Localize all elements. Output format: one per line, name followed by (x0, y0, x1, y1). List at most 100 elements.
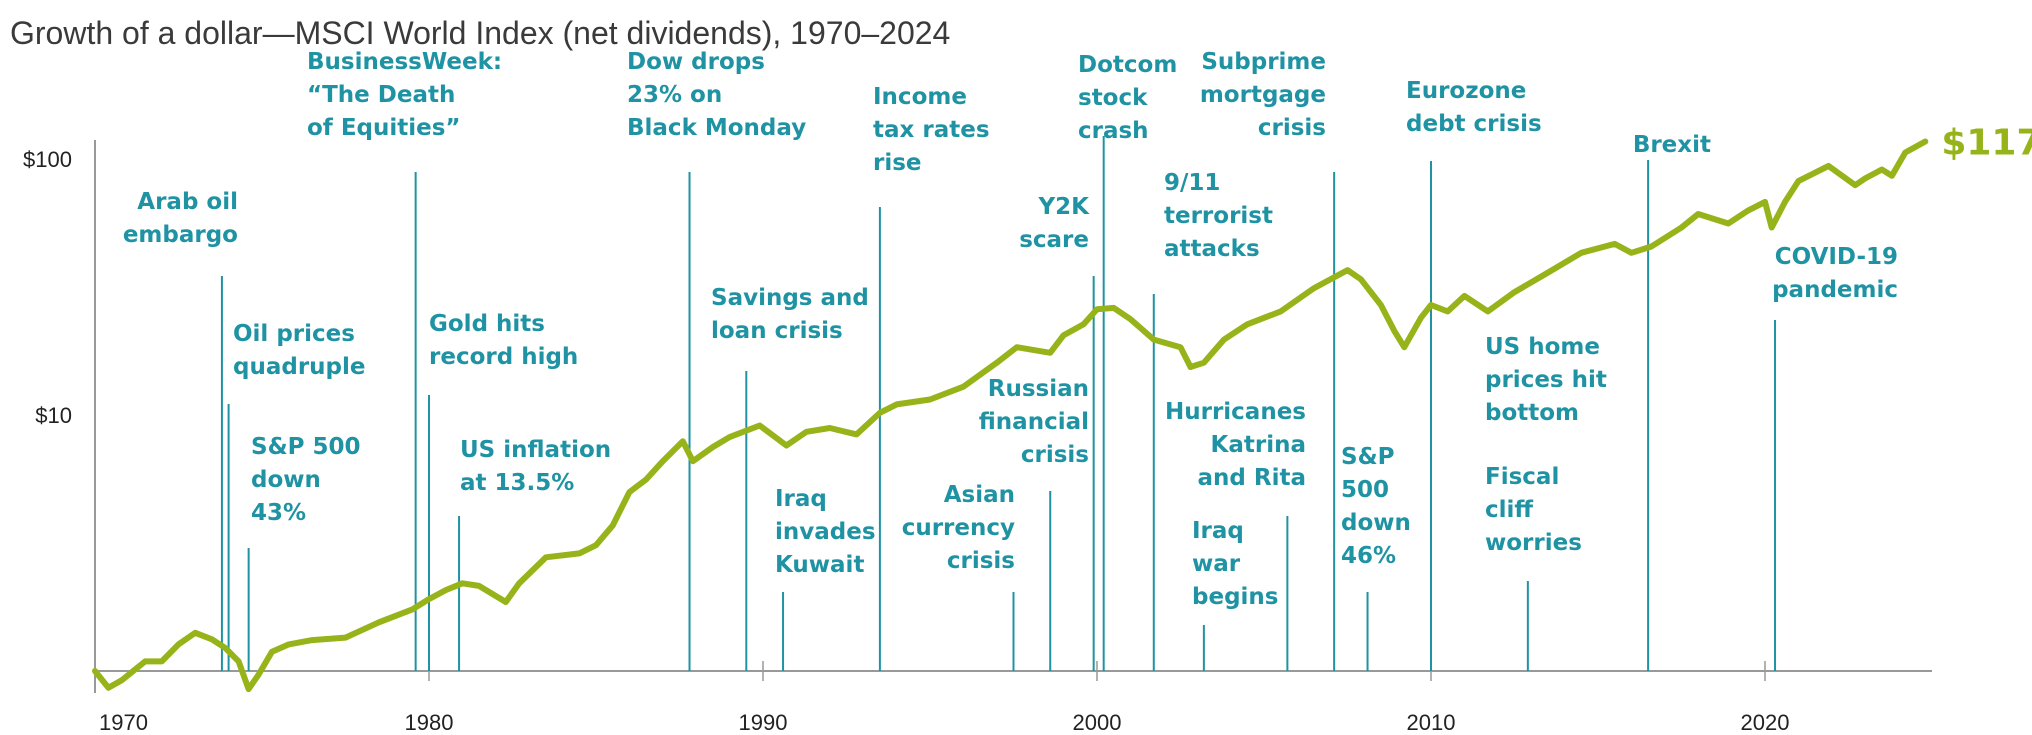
event-label-line: worries (1485, 530, 1582, 556)
y-tick-label: $100 (23, 147, 72, 172)
event-label: Iraq invades Kuwait (775, 486, 876, 578)
event-label: Brexit (1633, 132, 1711, 158)
event-label-line: war (1192, 551, 1241, 577)
event-label-line: loan crisis (711, 318, 843, 344)
event-label-line: debt crisis (1406, 111, 1542, 137)
x-tick-label: 2010 (1407, 710, 1456, 735)
event-label: Savings and loan crisis (711, 285, 869, 344)
event-label-line: crisis (947, 548, 1015, 574)
event-label-line: Savings and (711, 285, 869, 311)
event-label-line: “The Death (307, 82, 455, 108)
event-label-line: quadruple (233, 354, 366, 380)
event-label: US inflation at 13.5% (460, 437, 611, 496)
event-label-line: Asian (944, 482, 1015, 508)
end-value-label: $117 (1941, 123, 2032, 164)
x-tick-label: 1990 (739, 710, 788, 735)
event-label-line: record high (429, 344, 578, 370)
event-label-line: Iraq (775, 486, 827, 512)
event-label-line: tax rates (873, 117, 990, 143)
event-label-line: BusinessWeek: (307, 49, 502, 75)
event-label-line: rise (873, 150, 922, 176)
event-label-line: Fiscal (1485, 464, 1559, 490)
event-label: Dotcom stock crash (1078, 52, 1177, 144)
event-label: Russian financial crisis (979, 376, 1089, 468)
event-label-line: bottom (1485, 400, 1579, 426)
event-label-line: Dotcom (1078, 52, 1177, 78)
event-label-line: Brexit (1633, 132, 1711, 158)
event-label: Income tax rates rise (873, 84, 990, 176)
event-label: Fiscal cliff worries (1485, 464, 1582, 556)
event-label-line: Kuwait (775, 552, 864, 578)
event-label-line: 9/11 (1164, 170, 1220, 196)
event-label-line: attacks (1164, 236, 1260, 262)
event-label-line: Income (873, 84, 967, 110)
event-label-line: down (251, 467, 321, 493)
event-label-line: crisis (1021, 442, 1089, 468)
event-label: US home prices hit bottom (1485, 334, 1607, 426)
event-label: S&P 500 down 46% (1341, 444, 1411, 569)
event-label-line: Y2K (1038, 194, 1091, 220)
event-label-line: Black Monday (627, 115, 806, 141)
event-label: Asian currency crisis (902, 482, 1015, 574)
event-label-line: Eurozone (1406, 78, 1526, 104)
event-label-line: begins (1192, 584, 1278, 610)
event-label: Iraq war begins (1192, 518, 1278, 610)
event-label: Eurozone debt crisis (1406, 78, 1542, 137)
event-label-line: financial (979, 409, 1089, 435)
event-label-line: 46% (1341, 543, 1396, 569)
event-label: Gold hits record high (429, 311, 578, 370)
event-label-line: of Equities” (307, 115, 461, 141)
event-label-line: down (1341, 510, 1411, 536)
event-label-line: Russian (988, 376, 1089, 402)
event-label-line: Gold hits (429, 311, 545, 337)
event-label-line: invades (775, 519, 876, 545)
event-label: Subprime mortgage crisis (1200, 49, 1326, 141)
chart-title: Growth of a dollar—MSCI World Index (net… (10, 15, 950, 51)
event-label-line: mortgage (1200, 82, 1326, 108)
event-label-line: Hurricanes (1165, 399, 1306, 425)
event-label: Hurricanes Katrina and Rita (1165, 399, 1306, 491)
event-label: BusinessWeek: “The Death of Equities” (307, 49, 502, 141)
event-label-line: Oil prices (233, 321, 355, 347)
event-label-line: and Rita (1198, 465, 1306, 491)
event-label: Dow drops 23% on Black Monday (627, 49, 806, 141)
event-label-line: pandemic (1772, 277, 1898, 303)
x-tick-label: 2000 (1073, 710, 1122, 735)
event-label-line: Subprime (1201, 49, 1326, 75)
event-label-line: currency (902, 515, 1015, 541)
event-label: Arab oil embargo (123, 189, 238, 248)
event-label: COVID-19 pandemic (1772, 244, 1898, 303)
event-label-line: embargo (123, 222, 238, 248)
event-label-line: scare (1019, 227, 1089, 253)
event-label-line: crash (1078, 118, 1149, 144)
event-label-line: Iraq (1192, 518, 1244, 544)
x-tick-label: 2020 (1741, 710, 1790, 735)
event-label-line: COVID-19 (1775, 244, 1898, 270)
event-label-line: cliff (1485, 497, 1533, 523)
event-label-line: 500 (1341, 477, 1389, 503)
event-label-line: Katrina (1211, 432, 1306, 458)
annotation-labels: Arab oil embargo Oil prices quadruple S&P 50… (123, 49, 1898, 610)
axes: $100 $10 1970 1980 1990 2000 2010 2020 (23, 140, 1932, 735)
event-label-line: 23% on (627, 82, 722, 108)
event-label-line: US inflation (460, 437, 611, 463)
event-label-line: stock (1078, 85, 1148, 111)
series-layer (92, 138, 1929, 693)
event-label: Oil prices quadruple (233, 321, 366, 380)
event-label-line: 43% (251, 500, 306, 526)
event-label-line: terrorist (1164, 203, 1273, 229)
event-label-line: US home (1485, 334, 1600, 360)
event-label-line: prices hit (1485, 367, 1607, 393)
event-label-line: at 13.5% (460, 470, 574, 496)
event-label-line: S&P (1341, 444, 1394, 470)
event-label: S&P 500 down 43% (251, 434, 361, 526)
event-label-line: Dow drops (627, 49, 765, 75)
event-label-line: S&P 500 (251, 434, 361, 460)
event-label-line: Arab oil (137, 189, 238, 215)
event-label: Y2K scare (1019, 194, 1090, 253)
event-label-line: crisis (1258, 115, 1326, 141)
x-tick-label: 1970 (99, 710, 148, 735)
x-tick-label: 1980 (405, 710, 454, 735)
y-tick-label: $10 (35, 403, 72, 428)
